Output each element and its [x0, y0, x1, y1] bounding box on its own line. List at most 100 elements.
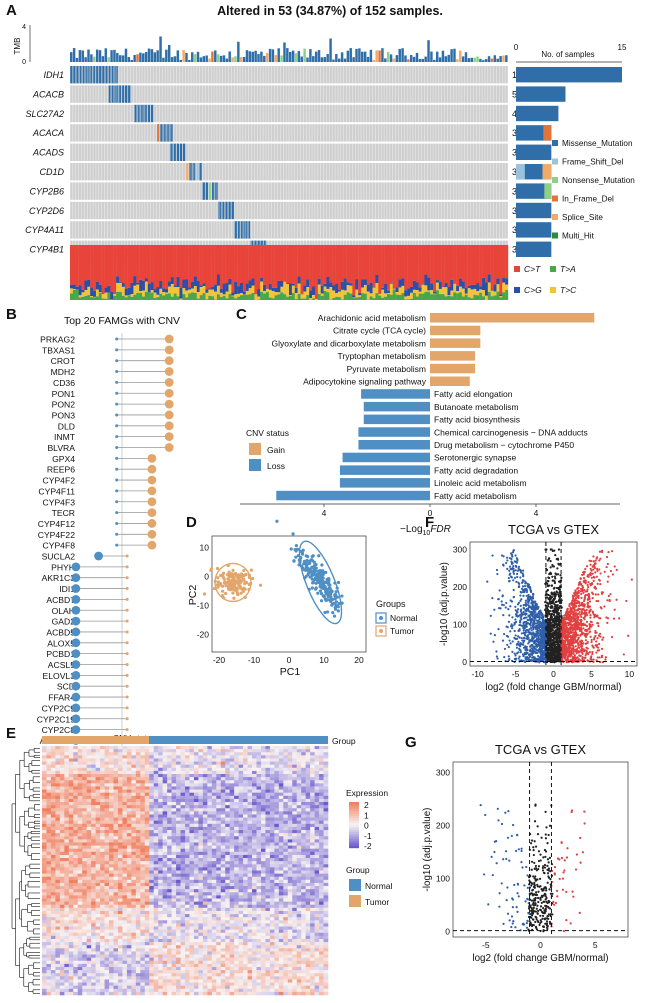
- panel-f-ns-point: [550, 601, 554, 605]
- heatmap-cell: [46, 746, 52, 750]
- titv-cell: [476, 283, 480, 292]
- panel-g-ns-point: [542, 911, 545, 914]
- titv-cell: [176, 276, 180, 288]
- panel-g-ns-point: [535, 891, 538, 894]
- titv-cell: [84, 280, 88, 291]
- panel-f-up-point: [581, 652, 584, 656]
- heatmap-cell: [117, 746, 123, 750]
- lollipop-gene-label: CYP4F8: [43, 541, 76, 551]
- panel-g-down-point: [516, 910, 519, 913]
- panel-f-up-point: [598, 656, 601, 659]
- panel-f-ns-point: [551, 575, 554, 578]
- panel-f-down-point: [540, 648, 543, 651]
- mutation-cell: [163, 124, 167, 142]
- tmb-bar: [424, 56, 427, 62]
- titv-cell: [464, 245, 468, 288]
- lollipop-gene-label: PRKAG2: [40, 335, 75, 345]
- titv-cell: [312, 295, 316, 299]
- panel-f-down-point: [532, 620, 536, 623]
- titv-cell: [412, 292, 416, 300]
- titv-cell: [283, 294, 287, 300]
- heatmap-cell: [46, 749, 52, 753]
- panel-f-up-point: [568, 604, 571, 608]
- heatmap-cell: [122, 749, 128, 753]
- titv-cell: [447, 295, 451, 296]
- titv-cell: [289, 295, 293, 300]
- gene-label: ACACB: [32, 89, 64, 99]
- titv-cell: [185, 245, 189, 280]
- panel-f-down-point: [524, 660, 527, 664]
- mutation-cell: [108, 85, 112, 103]
- titv-cell: [433, 294, 437, 300]
- panel-f-up-point: [596, 637, 599, 640]
- panel-f-up-point: [578, 601, 581, 604]
- panel-f-down-point: [523, 585, 527, 588]
- panel-f-up-point: [611, 573, 614, 576]
- panel-f-ns-point: [557, 636, 561, 639]
- panel-f-up-point: [586, 602, 589, 605]
- panel-f-ns-point: [548, 572, 551, 576]
- titv-cell: [124, 245, 128, 289]
- panel-f-up-point: [582, 571, 585, 574]
- panel-g-ns-point: [531, 889, 534, 892]
- panel-g-down-point: [510, 915, 514, 918]
- titv-cell: [484, 295, 489, 300]
- panel-f-down-point: [495, 655, 499, 658]
- gene-label: CYP2D6: [29, 206, 64, 216]
- titv-cell: [136, 245, 140, 283]
- titv-cell: [242, 291, 246, 295]
- panel-f-ns-point: [548, 629, 551, 633]
- titv-cell: [225, 282, 229, 292]
- loss-point: [115, 359, 119, 363]
- titv-cell: [392, 245, 396, 289]
- loss-point: [71, 573, 81, 583]
- titv-cell: [317, 278, 321, 285]
- panel-f-up-point: [572, 649, 575, 653]
- titv-cell: [219, 297, 223, 300]
- titv-cell: [412, 280, 416, 290]
- titv-cell: [242, 295, 246, 300]
- tmb-bar: [404, 55, 407, 62]
- titv-cell: [355, 279, 359, 290]
- titv-cell: [144, 291, 149, 300]
- lollipop-gene-label: SUCLA2: [42, 552, 76, 562]
- titv-cell: [438, 294, 442, 300]
- pathway-bar: [342, 452, 430, 463]
- titv-cell: [260, 291, 264, 300]
- panel-f-down-point: [540, 624, 543, 627]
- pca-tumor-point: [202, 592, 207, 596]
- titv-cell: [502, 282, 506, 293]
- panel-f-down-point: [509, 625, 513, 628]
- titv-cell: [335, 296, 339, 300]
- panel-g-down-point: [514, 849, 518, 852]
- pca-normal-point: [334, 590, 338, 594]
- panel-f-down-point: [541, 634, 544, 637]
- sample-count-bar-segment: [543, 125, 552, 141]
- panel-f-down-point: [509, 605, 512, 608]
- panel-f-ns-point: [555, 606, 559, 609]
- tmb-bar: [199, 57, 203, 62]
- panel-f-up-point: [564, 622, 567, 625]
- panel-f-up-point: [583, 623, 587, 626]
- panel-f-up-point: [584, 635, 587, 639]
- heatmap-cell: [185, 746, 190, 750]
- pathway-bar: [430, 325, 481, 336]
- panel-f-up-point: [584, 639, 587, 642]
- panel-g-down-point: [498, 905, 501, 908]
- panel-f-up-point: [595, 631, 598, 634]
- panel-f-up-point: [591, 572, 594, 575]
- titv-legend-label: C>G: [524, 285, 542, 295]
- mutation-cell: [231, 201, 234, 220]
- heatmap-cell: [91, 746, 96, 750]
- heatmap-cell: [238, 746, 244, 750]
- pca-normal-point: [318, 589, 323, 593]
- tmb-bar: [142, 53, 145, 62]
- titv-cell: [95, 296, 100, 300]
- pca-normal-point: [329, 599, 333, 603]
- mutation-cell: [147, 104, 151, 123]
- panel-f-up-point: [581, 601, 584, 604]
- gain-point: [164, 388, 174, 398]
- pca-normal-point: [320, 563, 324, 567]
- titv-cell: [424, 291, 428, 300]
